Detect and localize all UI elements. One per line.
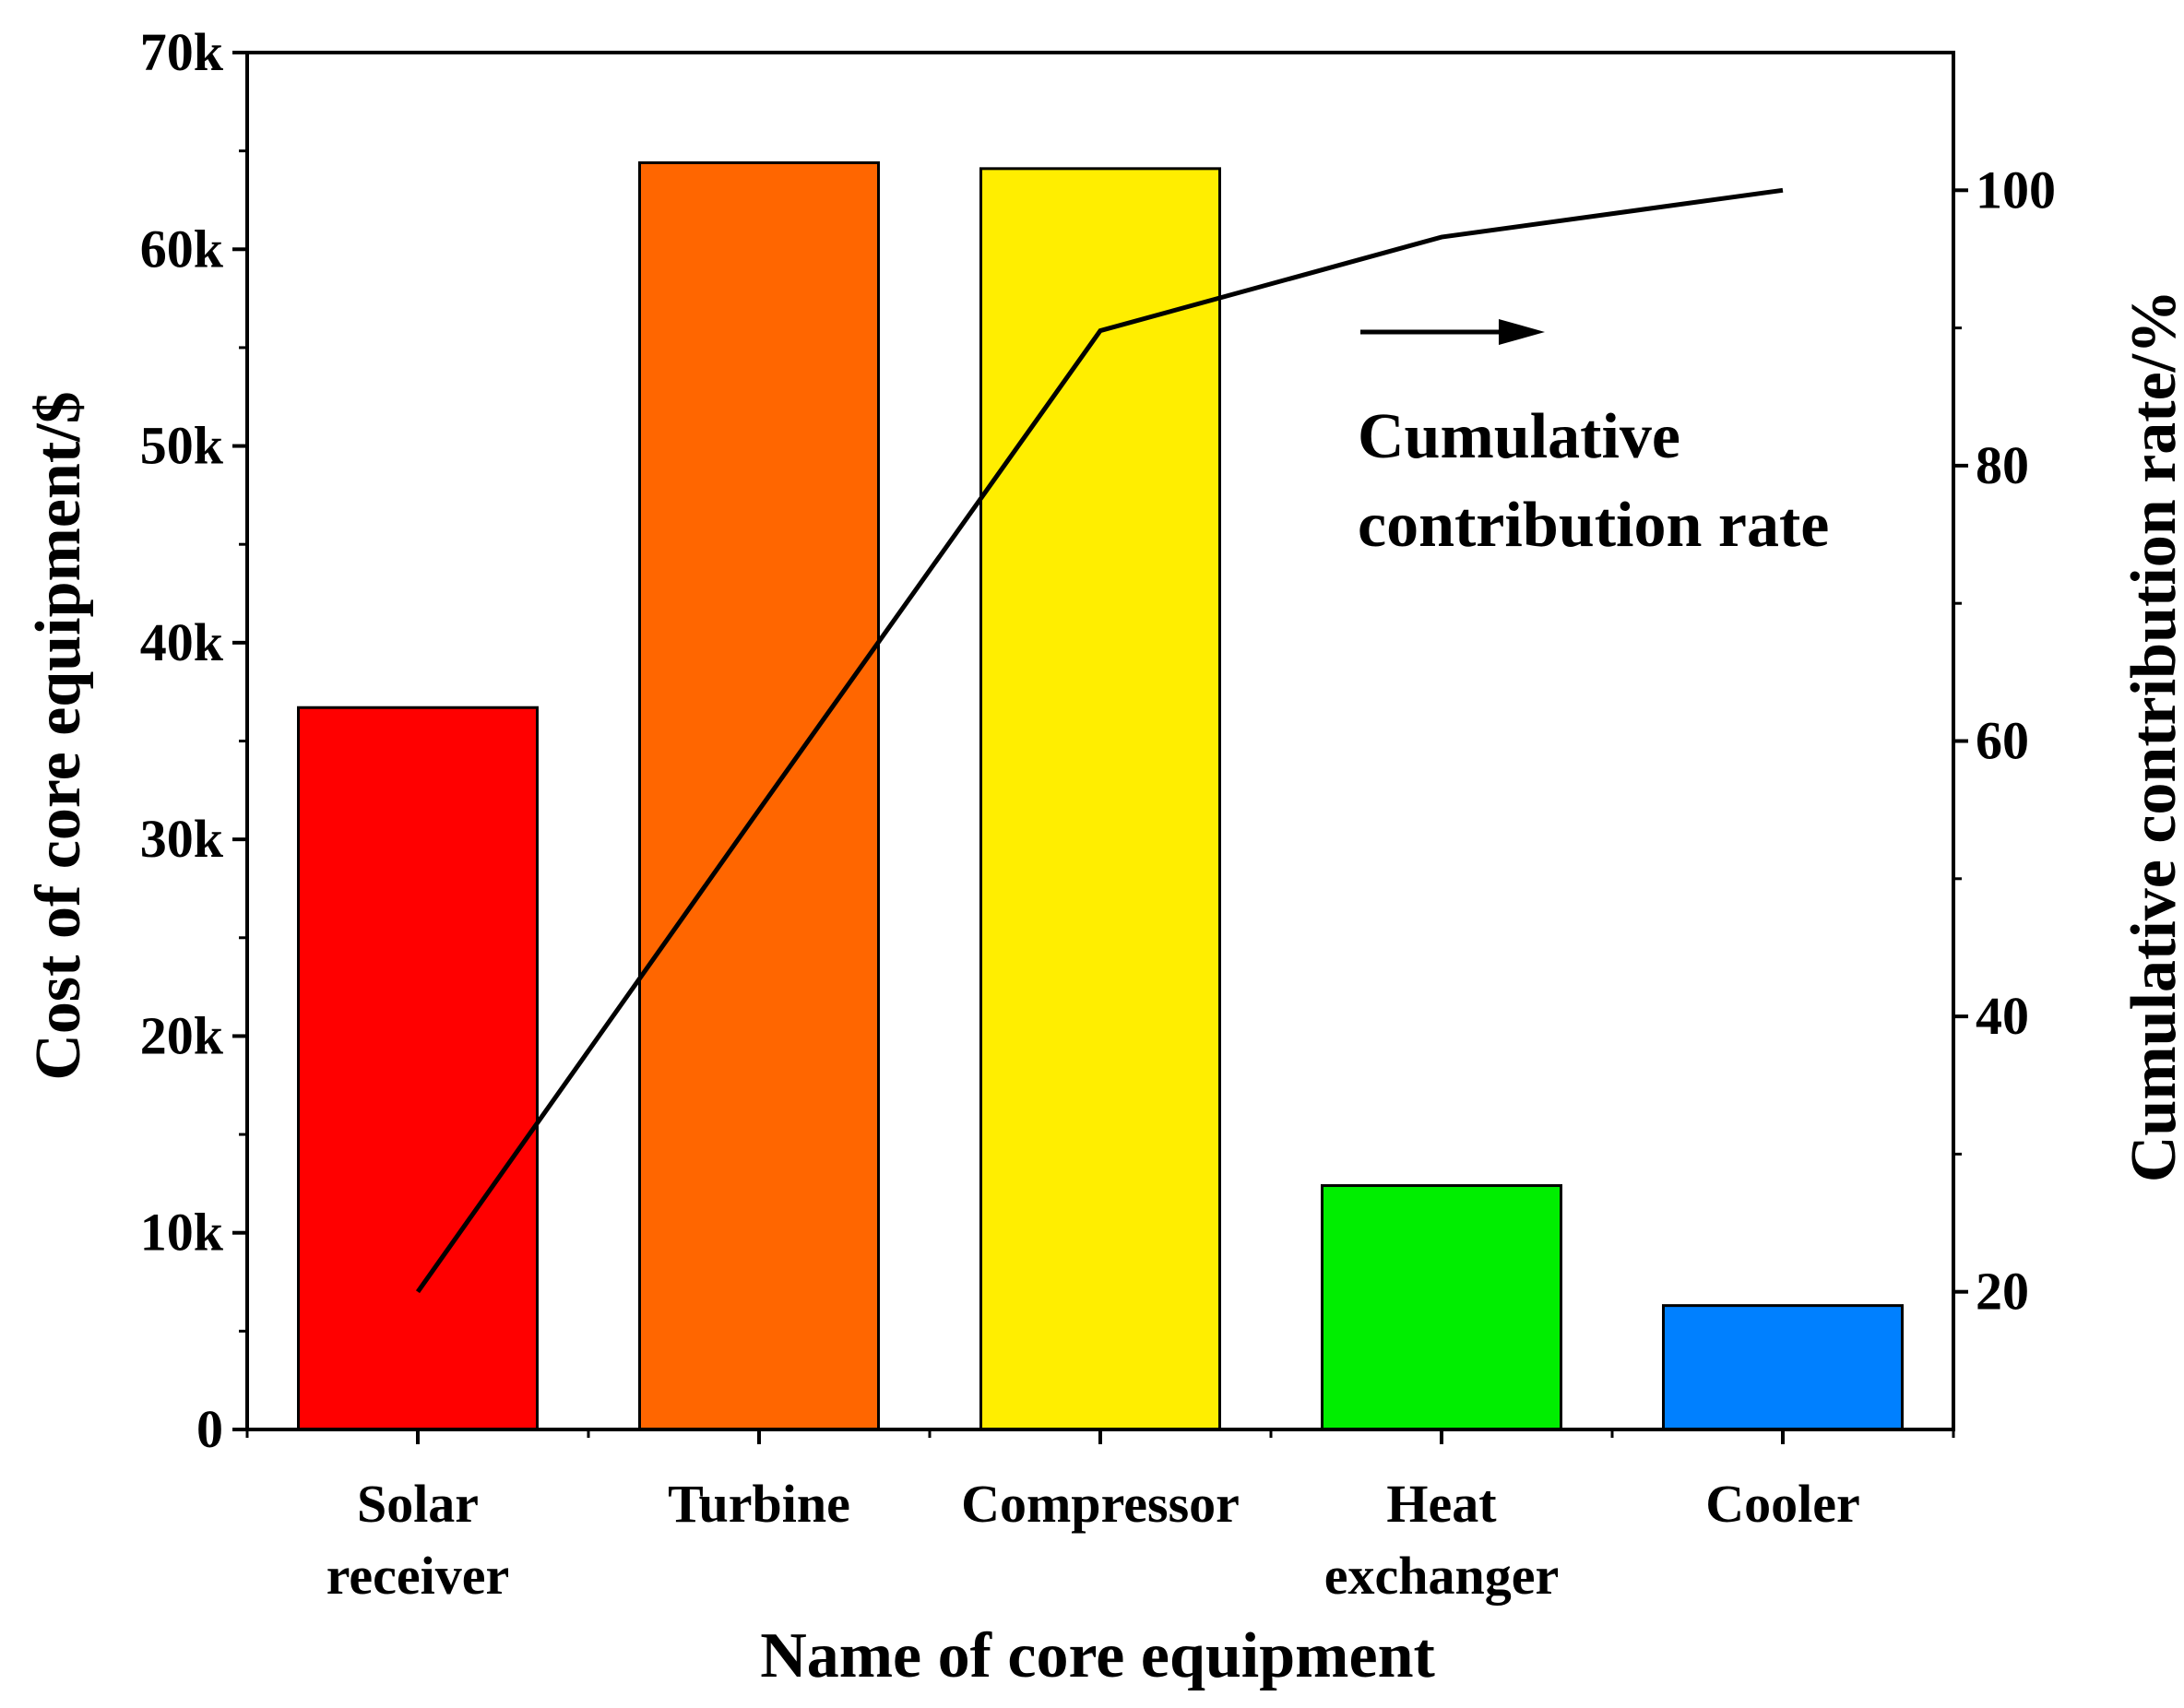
x-tick-label-0-1: receiver: [326, 1546, 510, 1606]
y2-tick-label-1: 40: [1976, 986, 2029, 1046]
x-tick-label-1-0: Turbine: [668, 1474, 850, 1534]
bar-0: [297, 706, 539, 1431]
annotation: Cumulative contribution rate: [1358, 319, 1829, 561]
bar-1: [638, 160, 880, 1431]
y-tick-label-1: 10k: [140, 1203, 224, 1263]
y2-tick-label-3: 80: [1976, 435, 2029, 495]
y-tick-label-5: 50k: [140, 416, 224, 476]
x-tick-label-0-0: Solar: [357, 1474, 479, 1534]
y-tick-label-6: 60k: [140, 219, 224, 279]
y-axis-title: Cost of core equipment/$: [23, 391, 94, 1080]
y2-tick-label-2: 60: [1976, 711, 2029, 771]
y-tick-label-3: 30k: [140, 809, 224, 869]
bars-layer: [297, 160, 1904, 1431]
annotation-arrow-head: [1499, 319, 1545, 345]
annotation-line-1: Cumulative: [1358, 401, 1680, 472]
y-tick-label-2: 20k: [140, 1005, 224, 1065]
y2-tick-label-4: 100: [1976, 160, 2056, 219]
bar-4: [1662, 1304, 1904, 1431]
y2-tick-label-0: 20: [1976, 1262, 2029, 1322]
bar-2: [979, 167, 1221, 1431]
cumulative-line-layer: [415, 187, 1784, 1294]
x-tick-label-3-1: exchanger: [1324, 1546, 1560, 1606]
y2-axis-title: Cumulative contribution rate/%: [2119, 290, 2184, 1182]
y-tick-label-0: 0: [196, 1399, 223, 1459]
bar-3: [1321, 1184, 1562, 1431]
y-tick-label-7: 70k: [140, 22, 224, 82]
x-axis-title: Name of core equipment: [760, 1620, 1435, 1691]
annotation-line-2: contribution rate: [1358, 490, 1829, 561]
axes-layer: 0 10k 20k 30k 40k 50k 60k 70k 20 40 60 80 100 Solar re…: [140, 22, 2056, 1606]
x-tick-label-3-0: Heat: [1386, 1474, 1497, 1534]
y-tick-label-4: 40k: [140, 612, 224, 672]
x-tick-label-2-0: Compressor: [961, 1474, 1240, 1534]
x-tick-label-4-0: Cooler: [1705, 1474, 1860, 1534]
